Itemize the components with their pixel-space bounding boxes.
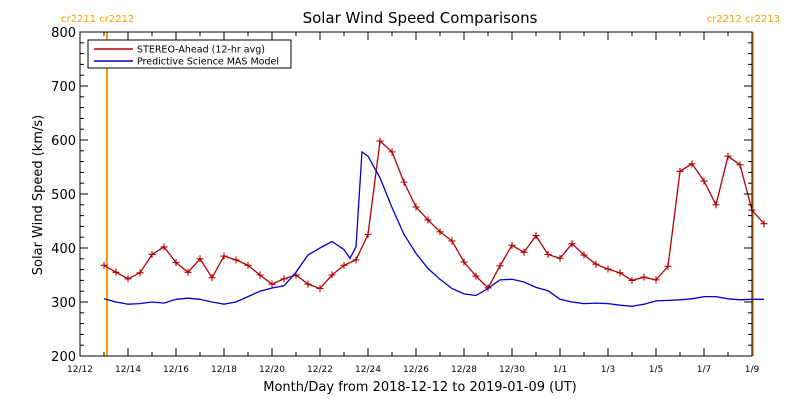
data-point-marker bbox=[688, 160, 696, 168]
data-point-marker bbox=[136, 269, 144, 277]
data-point-marker bbox=[544, 250, 552, 258]
data-point-marker bbox=[592, 260, 600, 268]
y-tick-label: 600 bbox=[51, 134, 76, 149]
data-point-marker bbox=[520, 248, 528, 256]
data-point-marker bbox=[652, 276, 660, 284]
data-point-marker bbox=[640, 273, 648, 281]
x-tick-label: 12/18 bbox=[211, 365, 237, 375]
x-tick-label: 1/1 bbox=[553, 365, 567, 375]
data-point-marker bbox=[676, 167, 684, 175]
x-tick-label: 12/12 bbox=[67, 365, 93, 375]
data-point-marker bbox=[736, 161, 744, 169]
series-line bbox=[103, 150, 764, 307]
data-point-marker bbox=[664, 262, 672, 270]
x-tick-label: 12/24 bbox=[355, 365, 381, 375]
x-tick-label: 1/9 bbox=[745, 365, 760, 375]
axes-layer: 200 300 400 500 600 700 800 12/12 12/14 12/16 12/1… bbox=[51, 26, 759, 375]
x-tick-label: 12/30 bbox=[499, 365, 525, 375]
rotation-markers: cr2211 cr2212 cr2212 cr2213 bbox=[61, 14, 780, 356]
x-tick-label: 12/26 bbox=[403, 365, 429, 375]
plot-frame bbox=[79, 31, 753, 357]
data-point-marker bbox=[232, 256, 240, 264]
y-axis-label: Solar Wind Speed (km/s) bbox=[31, 115, 46, 275]
data-point-marker bbox=[628, 276, 636, 284]
x-tick-label: 12/28 bbox=[451, 365, 477, 375]
data-point-marker bbox=[556, 254, 564, 262]
x-tick-label: 12/20 bbox=[259, 365, 285, 375]
x-tick-label: 12/14 bbox=[115, 365, 141, 375]
data-point-marker bbox=[208, 274, 216, 282]
data-point-marker bbox=[352, 256, 360, 264]
x-tick-label: 12/22 bbox=[307, 365, 333, 375]
legend-box bbox=[87, 39, 292, 69]
legend-entry-label: STEREO-Ahead (12-hr avg) bbox=[137, 45, 265, 56]
data-point-marker bbox=[316, 285, 324, 292]
y-tick-label: 500 bbox=[51, 188, 76, 203]
data-point-marker bbox=[172, 259, 180, 267]
y-tick-label: 400 bbox=[51, 242, 76, 257]
x-tick-label: 1/3 bbox=[601, 365, 615, 375]
y-tick-label: 700 bbox=[51, 80, 76, 95]
data-point-marker bbox=[604, 265, 612, 273]
data-point-marker bbox=[268, 280, 276, 288]
data-point-marker bbox=[436, 228, 444, 236]
y-tick-label: 800 bbox=[51, 26, 76, 41]
data-point-marker bbox=[532, 232, 540, 240]
data-point-marker bbox=[340, 261, 348, 269]
data-point-marker bbox=[580, 251, 588, 259]
data-point-marker bbox=[100, 261, 108, 269]
data-point-marker bbox=[448, 237, 456, 245]
data-point-marker bbox=[760, 220, 768, 228]
x-axis-label: Month/Day from 2018-12-12 to 2019-01-09 … bbox=[263, 380, 576, 395]
data-point-marker bbox=[388, 148, 396, 156]
data-point-marker bbox=[160, 243, 168, 251]
legend: STEREO-Ahead (12-hr avg)Predictive Scien… bbox=[87, 39, 292, 69]
data-point-marker bbox=[364, 231, 372, 238]
rotation-marker-label: cr2211 cr2212 bbox=[61, 14, 134, 25]
data-point-marker bbox=[412, 203, 420, 211]
data-point-marker bbox=[460, 258, 468, 266]
data-point-marker bbox=[148, 250, 156, 258]
data-point-marker bbox=[616, 269, 624, 277]
rotation-marker-label: cr2212 cr2213 bbox=[707, 14, 780, 25]
data-point-marker bbox=[376, 137, 384, 145]
y-tick-label: 300 bbox=[51, 296, 76, 311]
series-layer bbox=[100, 137, 768, 307]
data-point-marker bbox=[328, 271, 336, 279]
data-point-marker bbox=[244, 261, 252, 269]
data-point-marker bbox=[124, 275, 132, 283]
data-point-marker bbox=[568, 240, 576, 248]
y-tick-label: 200 bbox=[51, 350, 76, 365]
data-point-marker bbox=[424, 216, 432, 224]
data-point-marker bbox=[112, 268, 120, 276]
data-point-marker bbox=[400, 178, 408, 186]
data-point-marker bbox=[184, 268, 192, 276]
legend-entry-label: Predictive Science MAS Model bbox=[137, 57, 279, 68]
data-point-marker bbox=[496, 262, 504, 270]
data-point-marker bbox=[712, 201, 720, 209]
data-point-marker bbox=[256, 271, 264, 279]
data-point-marker bbox=[508, 241, 516, 249]
data-point-marker bbox=[700, 177, 708, 185]
data-point-marker bbox=[724, 152, 732, 160]
data-point-marker bbox=[280, 275, 288, 283]
data-point-marker bbox=[472, 272, 480, 280]
x-tick-label: 1/7 bbox=[697, 365, 711, 375]
data-point-marker bbox=[304, 280, 312, 288]
data-point-marker bbox=[196, 255, 204, 263]
x-tick-label: 12/16 bbox=[163, 365, 189, 375]
chart-title: Solar Wind Speed Comparisons bbox=[303, 9, 538, 27]
data-point-marker bbox=[220, 252, 228, 260]
x-tick-label: 1/5 bbox=[649, 365, 663, 375]
